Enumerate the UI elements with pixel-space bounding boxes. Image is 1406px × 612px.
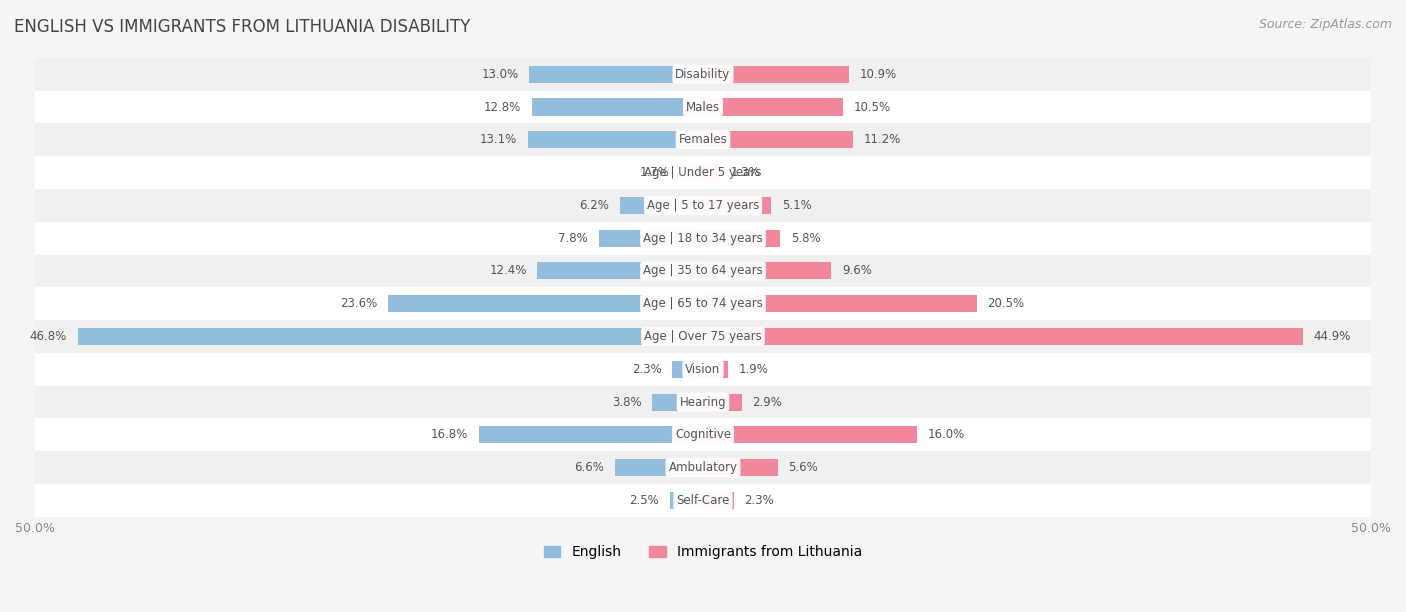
Bar bbox=[703, 263, 831, 280]
Bar bbox=[703, 394, 742, 411]
Text: 9.6%: 9.6% bbox=[842, 264, 872, 277]
Text: 2.5%: 2.5% bbox=[628, 494, 659, 507]
Text: 5.6%: 5.6% bbox=[789, 461, 818, 474]
Bar bbox=[614, 459, 703, 476]
Text: Disability: Disability bbox=[675, 68, 731, 81]
Bar bbox=[703, 492, 734, 509]
Bar bbox=[529, 131, 703, 148]
Text: 13.1%: 13.1% bbox=[479, 133, 517, 146]
Text: Males: Males bbox=[686, 100, 720, 113]
Text: 16.0%: 16.0% bbox=[928, 428, 965, 441]
Bar bbox=[531, 99, 703, 116]
Text: 46.8%: 46.8% bbox=[30, 330, 67, 343]
Bar bbox=[599, 230, 703, 247]
Text: 13.0%: 13.0% bbox=[481, 68, 519, 81]
Text: Hearing: Hearing bbox=[679, 395, 727, 409]
Bar bbox=[703, 360, 728, 378]
Text: Cognitive: Cognitive bbox=[675, 428, 731, 441]
Text: Age | Over 75 years: Age | Over 75 years bbox=[644, 330, 762, 343]
Bar bbox=[529, 65, 703, 83]
Text: 7.8%: 7.8% bbox=[558, 232, 588, 245]
Bar bbox=[35, 91, 1371, 124]
Bar bbox=[35, 222, 1371, 255]
Bar bbox=[537, 263, 703, 280]
Text: 1.9%: 1.9% bbox=[740, 363, 769, 376]
Text: Ambulatory: Ambulatory bbox=[668, 461, 738, 474]
Text: 11.2%: 11.2% bbox=[863, 133, 901, 146]
Bar bbox=[478, 427, 703, 443]
Text: 12.8%: 12.8% bbox=[484, 100, 522, 113]
Text: Females: Females bbox=[679, 133, 727, 146]
Text: 44.9%: 44.9% bbox=[1313, 330, 1351, 343]
Text: 10.9%: 10.9% bbox=[859, 68, 897, 81]
Bar bbox=[703, 459, 778, 476]
Text: Self-Care: Self-Care bbox=[676, 494, 730, 507]
Bar bbox=[35, 287, 1371, 320]
Bar bbox=[35, 353, 1371, 386]
Text: 10.5%: 10.5% bbox=[853, 100, 891, 113]
Text: 16.8%: 16.8% bbox=[430, 428, 468, 441]
Text: Age | Under 5 years: Age | Under 5 years bbox=[644, 166, 762, 179]
Bar bbox=[35, 189, 1371, 222]
Text: 20.5%: 20.5% bbox=[987, 297, 1025, 310]
Bar bbox=[703, 131, 852, 148]
Bar bbox=[35, 484, 1371, 517]
Bar bbox=[703, 328, 1303, 345]
Bar bbox=[620, 197, 703, 214]
Text: 1.7%: 1.7% bbox=[640, 166, 669, 179]
Bar bbox=[388, 295, 703, 312]
Bar bbox=[703, 230, 780, 247]
Text: 6.2%: 6.2% bbox=[579, 199, 609, 212]
Bar bbox=[681, 164, 703, 181]
Text: Age | 18 to 34 years: Age | 18 to 34 years bbox=[643, 232, 763, 245]
Text: 5.1%: 5.1% bbox=[782, 199, 811, 212]
Text: 3.8%: 3.8% bbox=[612, 395, 641, 409]
Text: 2.3%: 2.3% bbox=[631, 363, 662, 376]
Bar bbox=[703, 164, 720, 181]
Text: Age | 65 to 74 years: Age | 65 to 74 years bbox=[643, 297, 763, 310]
Bar bbox=[35, 255, 1371, 287]
Text: Age | 35 to 64 years: Age | 35 to 64 years bbox=[643, 264, 763, 277]
Bar bbox=[672, 360, 703, 378]
Bar bbox=[703, 197, 770, 214]
Bar bbox=[669, 492, 703, 509]
Text: ENGLISH VS IMMIGRANTS FROM LITHUANIA DISABILITY: ENGLISH VS IMMIGRANTS FROM LITHUANIA DIS… bbox=[14, 18, 471, 36]
Bar bbox=[35, 124, 1371, 156]
Bar bbox=[35, 58, 1371, 91]
Text: Source: ZipAtlas.com: Source: ZipAtlas.com bbox=[1258, 18, 1392, 31]
Text: 1.3%: 1.3% bbox=[731, 166, 761, 179]
Bar bbox=[703, 65, 849, 83]
Bar bbox=[703, 99, 844, 116]
Legend: English, Immigrants from Lithuania: English, Immigrants from Lithuania bbox=[538, 540, 868, 565]
Text: 2.3%: 2.3% bbox=[744, 494, 775, 507]
Bar bbox=[35, 320, 1371, 353]
Text: 23.6%: 23.6% bbox=[340, 297, 377, 310]
Text: Age | 5 to 17 years: Age | 5 to 17 years bbox=[647, 199, 759, 212]
Bar bbox=[703, 427, 917, 443]
Bar bbox=[35, 419, 1371, 451]
Bar bbox=[652, 394, 703, 411]
Text: 6.6%: 6.6% bbox=[574, 461, 605, 474]
Text: 5.8%: 5.8% bbox=[792, 232, 821, 245]
Bar bbox=[77, 328, 703, 345]
Bar bbox=[703, 295, 977, 312]
Text: 12.4%: 12.4% bbox=[489, 264, 527, 277]
Text: 2.9%: 2.9% bbox=[752, 395, 782, 409]
Bar bbox=[35, 156, 1371, 189]
Bar bbox=[35, 386, 1371, 419]
Bar bbox=[35, 451, 1371, 484]
Text: Vision: Vision bbox=[685, 363, 721, 376]
